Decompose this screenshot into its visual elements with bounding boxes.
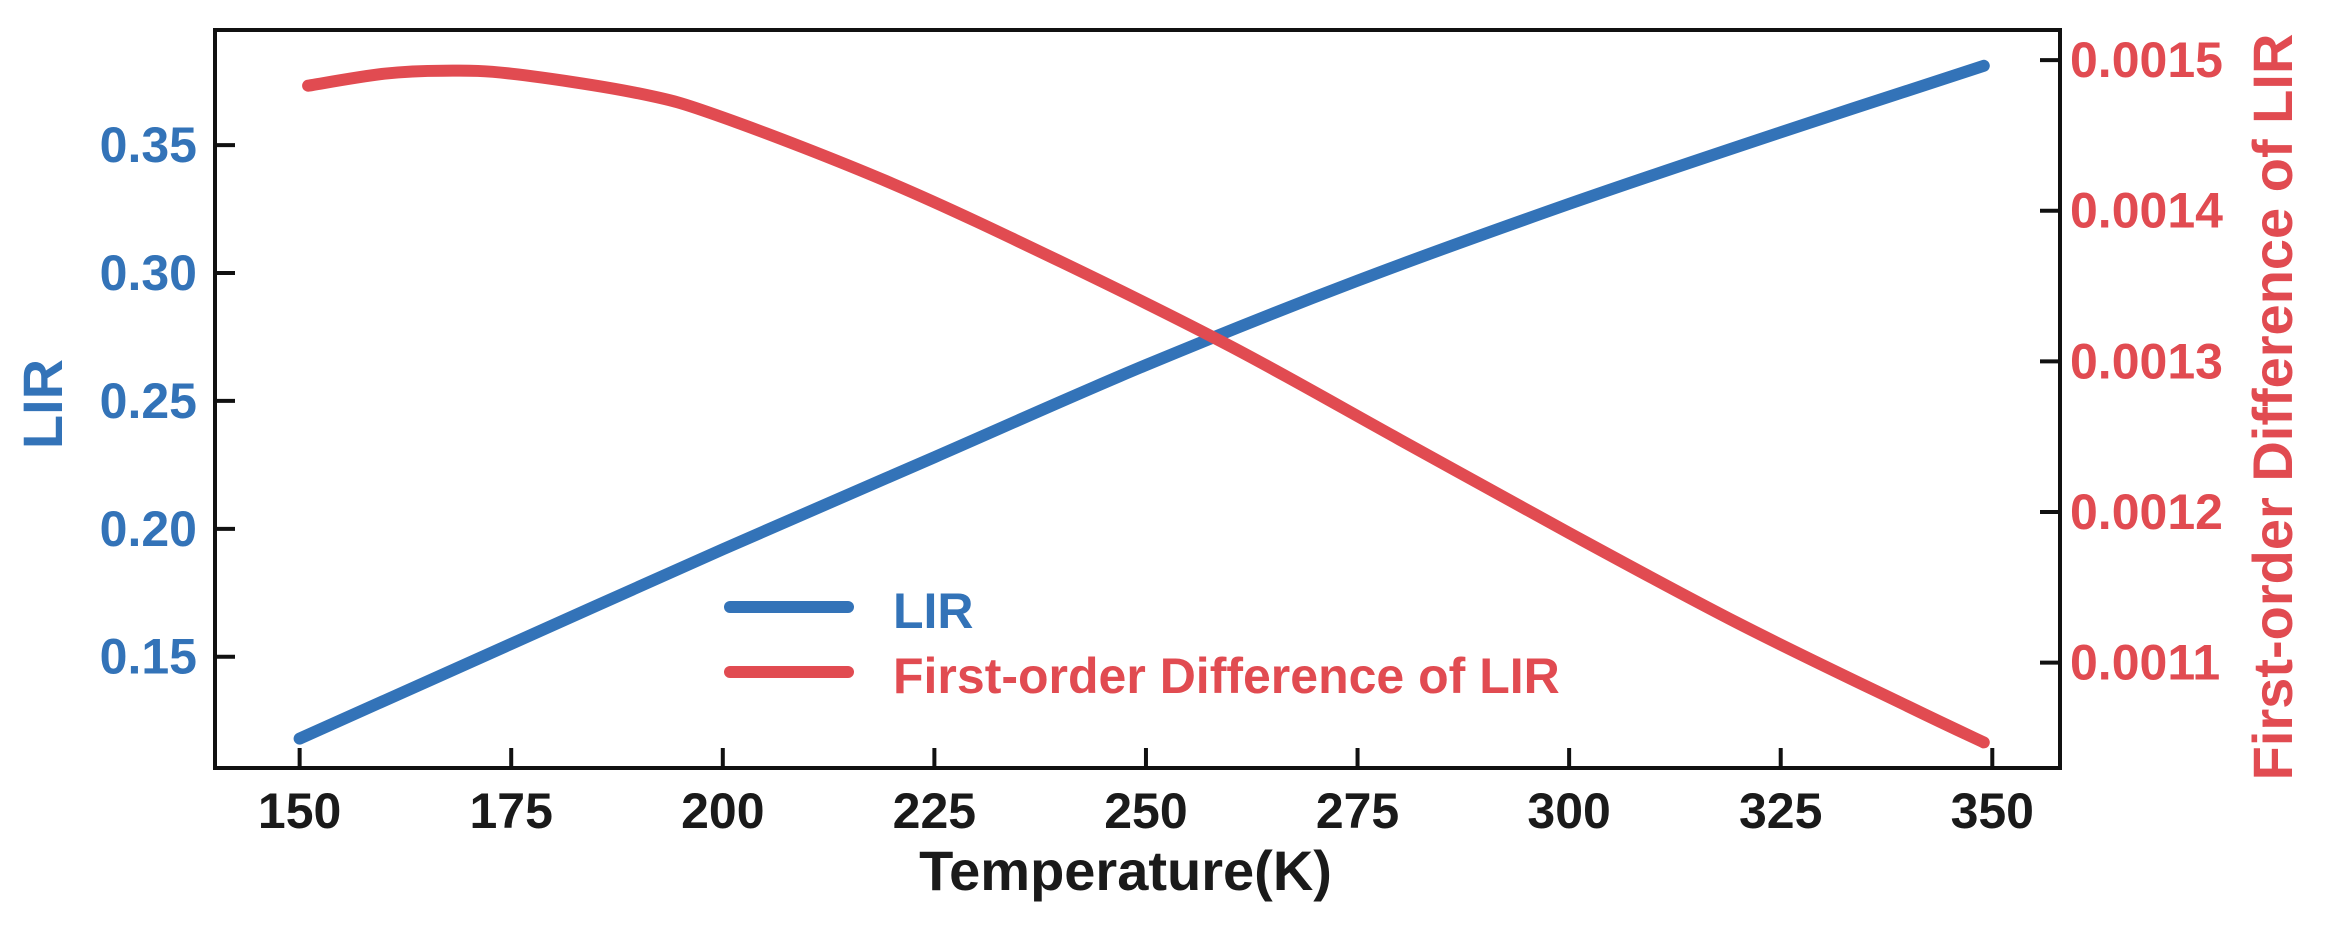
axis-ticks: [215, 58, 2060, 768]
legend-label-first-order-difference: First-order Difference of LIR: [893, 648, 1560, 704]
y-left-tick-label: 0.25: [100, 373, 197, 429]
x-tick-label: 250: [1104, 783, 1187, 839]
x-tick-label: 225: [893, 783, 976, 839]
y-right-tick-label: 0.0013: [2070, 333, 2223, 389]
axis-tick-labels: 150 175 200 225 250 275 300 325 350 0.15 0.20 0.25 0…: [100, 32, 2223, 839]
y-axis-right-label: First-order Difference of LIR: [2241, 34, 2304, 781]
y-right-tick-label: 0.0014: [2070, 183, 2223, 239]
series-lines: [293, 59, 1990, 749]
x-tick-label: 175: [469, 783, 552, 839]
y-axis-left-label: LIR: [11, 359, 74, 449]
series-line-first-order-difference: [302, 64, 1990, 749]
series-line-lir: [293, 59, 1990, 745]
y-left-tick-label: 0.35: [100, 117, 197, 173]
x-tick-label: 300: [1527, 783, 1610, 839]
x-tick-label: 275: [1316, 783, 1399, 839]
x-tick-label: 350: [1951, 783, 2034, 839]
legend: LIR First-order Difference of LIR: [724, 583, 1560, 704]
x-tick-label: 150: [258, 783, 341, 839]
y-left-tick-label: 0.20: [100, 501, 197, 557]
y-left-tick-label: 0.30: [100, 245, 197, 301]
legend-label-lir: LIR: [893, 583, 974, 639]
x-axis-label: Temperature(K): [919, 839, 1332, 902]
y-left-tick-label: 0.15: [100, 629, 197, 685]
x-tick-label: 200: [681, 783, 764, 839]
y-right-tick-label: 0.0011: [2070, 635, 2220, 691]
x-tick-label: 325: [1739, 783, 1822, 839]
y-right-tick-label: 0.0015: [2070, 32, 2223, 88]
y-right-tick-label: 0.0012: [2070, 484, 2223, 540]
